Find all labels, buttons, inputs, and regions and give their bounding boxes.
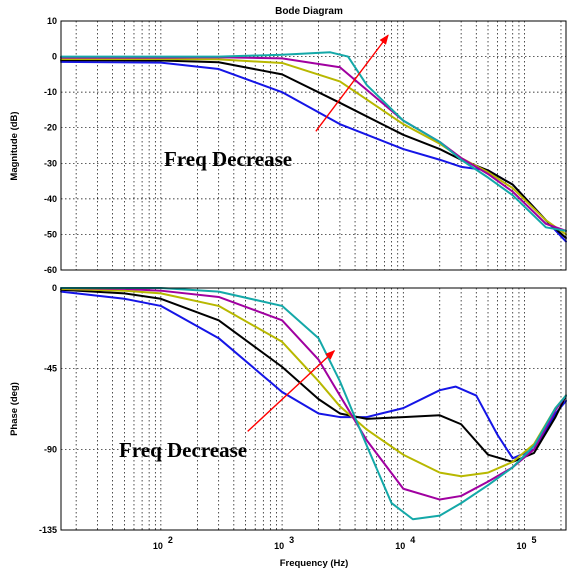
phase-axes-frame	[60, 287, 567, 531]
phase-annotation: Freq Decrease	[119, 438, 247, 462]
y-tick-label: -10	[44, 87, 57, 97]
magnitude-y-ticks: 10 0 -10 -20 -30 -40 -50 -60	[44, 16, 57, 275]
y-tick-label: -40	[44, 194, 57, 204]
y-tick-label: -45	[44, 364, 57, 374]
magnitude-annotation: Freq Decrease	[164, 147, 292, 171]
series-line-teal	[60, 51, 567, 232]
series-line-purple	[60, 56, 567, 232]
y-tick-label: 0	[52, 52, 57, 62]
phase-series	[60, 287, 567, 521]
chart-title: Bode Diagram	[275, 6, 343, 17]
x-tick-label: 10	[395, 541, 405, 551]
series-line-black	[60, 59, 567, 239]
phase-ylabel: Phase (deg)	[9, 382, 20, 436]
x-tick-exponent: 5	[532, 535, 537, 545]
phase-y-ticks: 0 -45 -90 -135	[39, 283, 57, 535]
series-line-teal	[60, 287, 567, 521]
series-line-olive	[60, 287, 567, 478]
phase-grid	[61, 287, 566, 531]
y-tick-label: -135	[39, 525, 57, 535]
x-tick-exponent: 2	[168, 535, 173, 545]
y-tick-label: -90	[44, 444, 57, 454]
magnitude-axes-frame	[60, 20, 567, 271]
x-tick-exponent: 3	[289, 535, 294, 545]
phase-arrow	[247, 350, 336, 432]
magnitude-panel: 10 0 -10 -20 -30 -40 -50 -60 Magnitude (dB) Fre…	[9, 16, 567, 275]
x-tick-label: 10	[274, 541, 284, 551]
y-tick-label: 0	[52, 283, 57, 293]
x-tick-labels: 10 2 10 3 10 4 10 5	[153, 535, 537, 551]
phase-panel: 0 -45 -90 -135 Phase (deg) Freq Decrease	[9, 283, 567, 535]
x-tick-label: 10	[153, 541, 163, 551]
magnitude-ylabel: Magnitude (dB)	[9, 111, 20, 180]
series-line-olive	[60, 58, 567, 236]
trend-arrow	[247, 350, 336, 432]
y-tick-label: -30	[44, 158, 57, 168]
magnitude-arrow	[315, 34, 389, 132]
magnitude-series	[60, 51, 567, 243]
y-tick-label: -20	[44, 123, 57, 133]
y-tick-label: -60	[44, 265, 57, 275]
xlabel: Frequency (Hz)	[280, 558, 349, 569]
trend-arrow	[315, 34, 389, 132]
series-line-purple	[60, 287, 567, 501]
x-tick-exponent: 4	[410, 535, 415, 545]
y-tick-label: -50	[44, 229, 57, 239]
y-tick-label: 10	[47, 16, 57, 26]
x-tick-label: 10	[516, 541, 526, 551]
